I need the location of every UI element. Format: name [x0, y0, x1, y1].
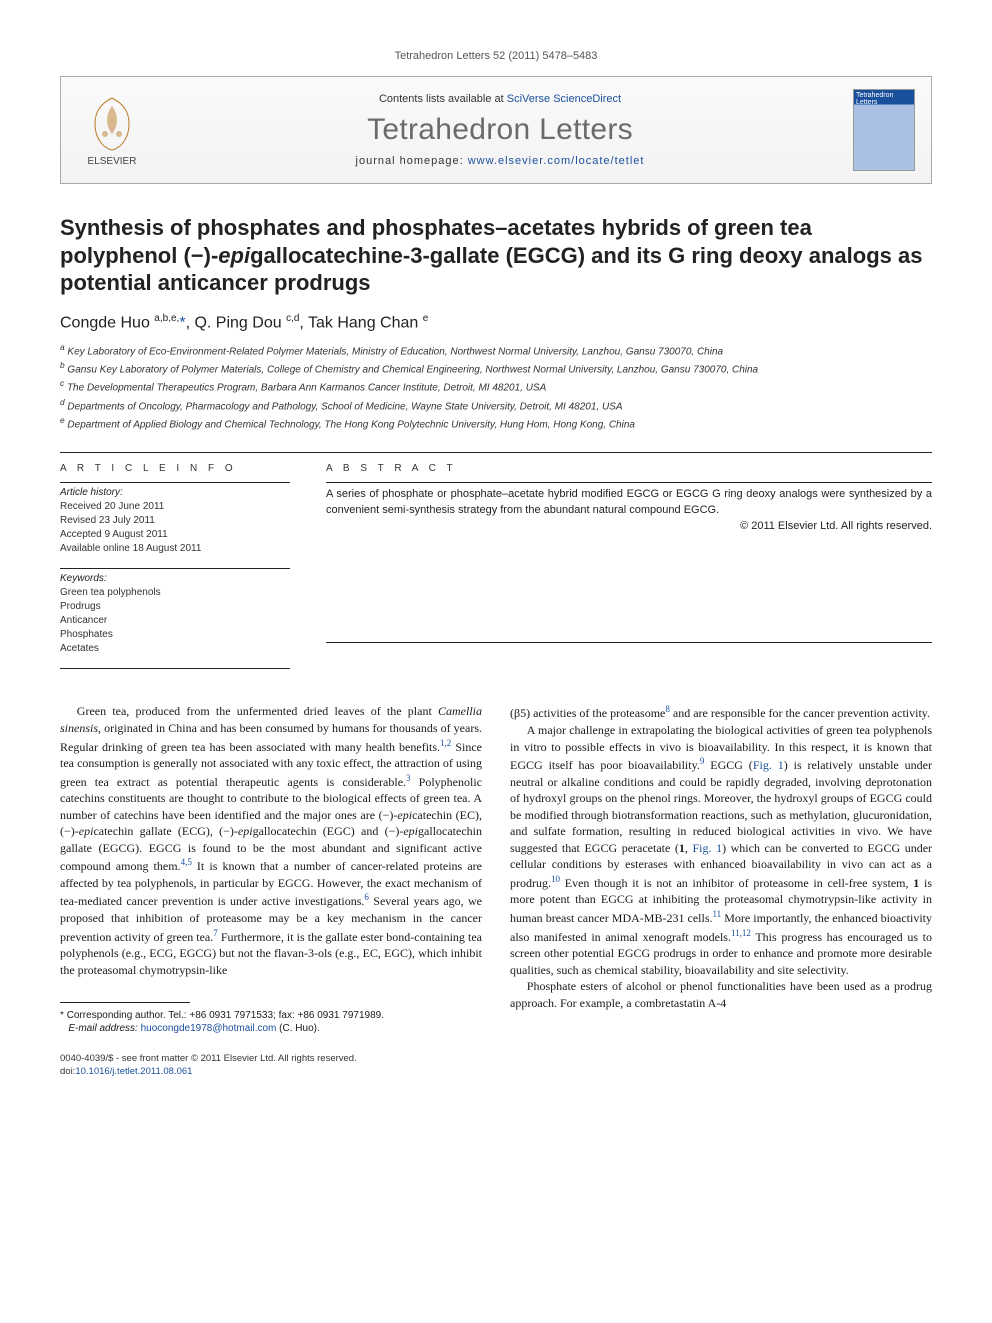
history-item: Accepted 9 August 2011	[60, 528, 290, 542]
body-columns: Green tea, produced from the unfermented…	[60, 703, 932, 1035]
header-center: Contents lists available at SciVerse Sci…	[147, 93, 853, 167]
body-paragraph: Green tea, produced from the unfermented…	[60, 703, 482, 978]
elsevier-logo: ELSEVIER	[77, 90, 147, 170]
homepage-line: journal homepage: www.elsevier.com/locat…	[147, 155, 853, 167]
divider	[60, 568, 290, 569]
affiliation-line: c The Developmental Therapeutics Program…	[60, 378, 932, 395]
abstract-text: A series of phosphate or phosphate–aceta…	[326, 487, 932, 518]
keyword-item: Acetates	[60, 642, 290, 656]
running-header: Tetrahedron Letters 52 (2011) 5478–5483	[60, 50, 932, 62]
divider	[326, 482, 932, 483]
meta-row: A R T I C L E I N F O Article history: R…	[60, 463, 932, 673]
corresponding-author-footnote: * Corresponding author. Tel.: +86 0931 7…	[60, 1009, 482, 1035]
copyright-line: © 2011 Elsevier Ltd. All rights reserved…	[326, 520, 932, 532]
history-list: Received 20 June 2011Revised 23 July 201…	[60, 500, 290, 556]
body-paragraph: Phosphate esters of alcohol or phenol fu…	[510, 978, 932, 1011]
body-column-right: (β5) activities of the proteasome8 and a…	[510, 703, 932, 1035]
affiliations: a Key Laboratory of Eco-Environment-Rela…	[60, 342, 932, 433]
doi-label: doi:	[60, 1066, 75, 1077]
affiliation-line: e Department of Applied Biology and Chem…	[60, 415, 932, 432]
body-paragraph: (β5) activities of the proteasome8 and a…	[510, 703, 932, 722]
history-item: Received 20 June 2011	[60, 500, 290, 514]
footnote-marker: *	[60, 1010, 64, 1021]
history-heading: Article history:	[60, 487, 290, 498]
email-label: E-mail address:	[68, 1023, 137, 1034]
email-suffix: (C. Huo).	[279, 1023, 320, 1034]
journal-header-box: ELSEVIER Contents lists available at Sci…	[60, 76, 932, 184]
article-info-column: A R T I C L E I N F O Article history: R…	[60, 463, 290, 673]
keyword-item: Green tea polyphenols	[60, 586, 290, 600]
elsevier-brand-text: ELSEVIER	[88, 156, 137, 167]
doi-link[interactable]: 10.1016/j.tetlet.2011.08.061	[75, 1066, 192, 1077]
history-item: Available online 18 August 2011	[60, 542, 290, 556]
contents-prefix: Contents lists available at	[379, 93, 507, 105]
article-info-label: A R T I C L E I N F O	[60, 463, 290, 474]
bottom-meta: 0040-4039/$ - see front matter © 2011 El…	[60, 1053, 932, 1078]
sciencedirect-link[interactable]: SciVerse ScienceDirect	[507, 93, 621, 105]
abstract-column: A B S T R A C T A series of phosphate or…	[326, 463, 932, 673]
divider	[60, 452, 932, 453]
footnote-label: Corresponding author. Tel.: +86 0931 797…	[67, 1010, 384, 1021]
article-title: Synthesis of phosphates and phosphates–a…	[60, 214, 932, 297]
affiliation-line: b Gansu Key Laboratory of Polymer Materi…	[60, 360, 932, 377]
body-column-left: Green tea, produced from the unfermented…	[60, 703, 482, 1035]
divider	[60, 482, 290, 483]
contents-available-line: Contents lists available at SciVerse Sci…	[147, 93, 853, 105]
body-paragraph: A major challenge in extrapolating the b…	[510, 722, 932, 978]
homepage-prefix: journal homepage:	[356, 155, 468, 167]
abstract-label: A B S T R A C T	[326, 463, 932, 474]
keywords-list: Green tea polyphenolsProdrugsAnticancerP…	[60, 586, 290, 656]
keyword-item: Anticancer	[60, 614, 290, 628]
corresponding-email-link[interactable]: huocongde1978@hotmail.com	[141, 1023, 277, 1034]
author-list: Congde Huo a,b,e,*, Q. Ping Dou c,d, Tak…	[60, 313, 932, 332]
divider	[326, 642, 932, 643]
journal-cover-thumbnail: Tetrahedron Letters	[853, 89, 915, 171]
journal-name: Tetrahedron Letters	[147, 113, 853, 147]
front-matter-line: 0040-4039/$ - see front matter © 2011 El…	[60, 1053, 932, 1065]
divider	[60, 668, 290, 669]
affiliation-line: a Key Laboratory of Eco-Environment-Rela…	[60, 342, 932, 359]
keyword-item: Prodrugs	[60, 600, 290, 614]
cover-label: Tetrahedron Letters	[856, 92, 893, 106]
keyword-item: Phosphates	[60, 628, 290, 642]
homepage-link[interactable]: www.elsevier.com/locate/tetlet	[468, 155, 645, 167]
footnote-separator	[60, 1002, 190, 1003]
keywords-heading: Keywords:	[60, 573, 290, 584]
history-item: Revised 23 July 2011	[60, 514, 290, 528]
affiliation-line: d Departments of Oncology, Pharmacology …	[60, 397, 932, 414]
